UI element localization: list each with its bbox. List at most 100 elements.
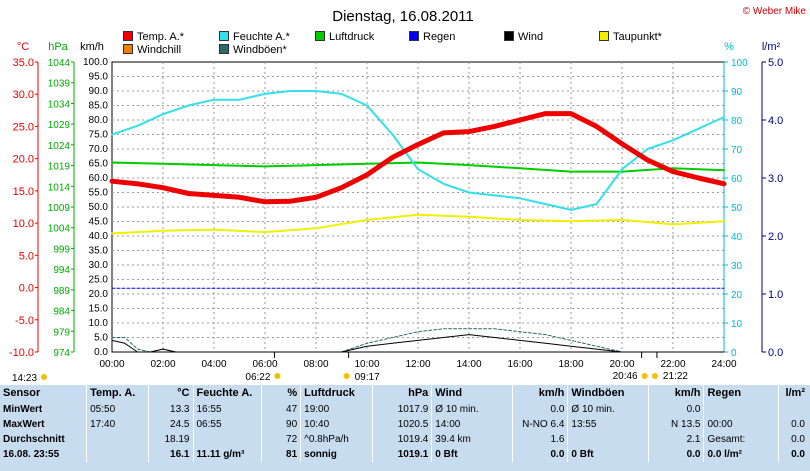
pressure-tick-label: 989	[53, 286, 70, 297]
wind-tick-label: 90.0	[89, 86, 109, 97]
stats-cell: N-NO 6.4	[511, 417, 568, 432]
wind-tick-label: 70.0	[89, 144, 109, 155]
stats-cell: 0.0	[647, 402, 704, 417]
stats-row-label: 16.08. 23:55	[3, 449, 60, 460]
legend-swatch-rain	[409, 31, 419, 41]
weather-chart: Dienstag, 16.08.2011 © Weber Mike °C hPa…	[9, 6, 807, 384]
stats-cell: 1.6	[511, 432, 568, 447]
wind-tick-label: 30.0	[89, 260, 109, 271]
stats-cell: Ø 10 min.	[567, 402, 649, 417]
stats-cell: 19:00	[300, 402, 373, 417]
wind-tick-label: 25.0	[89, 275, 109, 286]
humidity-tick-label: 10	[731, 319, 743, 330]
stats-row-label: Sensor	[3, 387, 41, 399]
annotation-marker	[274, 373, 281, 379]
wind-axis-unit: km/h	[80, 41, 104, 53]
wind-tick-label: 55.0	[89, 188, 109, 199]
x-tick-label: 16:00	[507, 359, 532, 370]
x-tick-label: 24:00	[711, 359, 736, 370]
legend-rain: Regen	[409, 31, 455, 43]
stats-row-label: Durchschnitt	[3, 434, 65, 445]
annotation-marker	[651, 373, 658, 379]
legend-pressure: Luftdruck	[315, 31, 374, 43]
x-tick-label: 10:00	[354, 359, 379, 370]
stats-cell: 2.1	[647, 432, 704, 447]
temp-tick-label: 10.0	[13, 218, 34, 230]
pressure-tick-label: 1024	[48, 141, 71, 152]
x-tick-label: 02:00	[150, 359, 175, 370]
x-tick-label: 00:00	[99, 359, 124, 370]
stats-cell: %	[260, 385, 301, 402]
humidity-tick-label: 60	[731, 174, 743, 185]
stats-cell: 14:00	[431, 417, 513, 432]
pressure-tick-label: 1019	[48, 162, 71, 173]
wind-tick-label: 65.0	[89, 159, 109, 170]
series-line-dewpoint	[111, 213, 725, 235]
stats-cell: 0.0	[777, 447, 808, 462]
stats-cell: 90	[260, 417, 301, 432]
stats-cell: 81	[260, 447, 301, 462]
stats-cell: 17:40	[86, 417, 149, 432]
stats-cell: °C	[147, 385, 193, 402]
stats-cell: 0.0 l/m²	[703, 447, 779, 462]
temp-tick-label: -10.0	[9, 347, 34, 359]
series-line-pressure	[111, 161, 725, 173]
stats-cell	[86, 432, 149, 447]
stats-cell: 16:55	[192, 402, 262, 417]
humidity-tick-label: 50	[731, 203, 743, 214]
legend-swatch-dewpoint	[599, 31, 609, 41]
temp-tick-label: 5.0	[19, 250, 34, 262]
legend-wind: Wind	[504, 31, 543, 43]
legend-dewpoint: Taupunkt*	[599, 31, 662, 43]
chart-title: Dienstag, 16.08.2011	[332, 8, 474, 25]
stats-cell: l/m²	[777, 385, 808, 402]
legend-swatch-windchill	[123, 44, 133, 54]
stats-cell: 05:50	[86, 402, 149, 417]
stats-cell: Wind	[431, 385, 513, 402]
annotation-label: 20:46	[613, 371, 638, 382]
wind-tick-label: 10.0	[89, 318, 109, 329]
pressure-tick-label: 1034	[48, 99, 71, 110]
stats-cell: 06:55	[192, 417, 262, 432]
temp-tick-label: 15.0	[13, 186, 34, 198]
legend-swatch-pressure	[315, 31, 325, 41]
humidity-tick-label: 30	[731, 261, 743, 272]
stats-cell: 13:55	[567, 417, 649, 432]
temp-tick-label: 25.0	[13, 121, 34, 133]
pressure-axis-unit: hPa	[48, 41, 68, 53]
stats-cell: 11.11 g/m³	[192, 447, 262, 462]
x-tick-label: 22:00	[660, 359, 685, 370]
wind-tick-label: 100.0	[83, 57, 108, 68]
legend-swatch-gust	[219, 44, 229, 54]
rain-tick-label: 2.0	[768, 231, 783, 243]
series-line-humidity	[111, 90, 725, 211]
stats-cell: 1017.9	[371, 402, 432, 417]
rain-tick-label: 1.0	[768, 289, 783, 301]
humidity-tick-label: 90	[731, 87, 743, 98]
temp-tick-label: 30.0	[13, 89, 34, 101]
stats-table: Sensor Temp. A. °C Feuchte A.% Luftdruck hPa W…	[0, 385, 808, 462]
rain-tick-label: 4.0	[768, 115, 783, 127]
x-tick-label: 04:00	[201, 359, 226, 370]
stats-cell: 0.0	[777, 432, 808, 447]
x-tick-label: 06:00	[252, 359, 277, 370]
wind-tick-label: 20.0	[89, 289, 109, 300]
stats-cell	[86, 447, 149, 462]
stats-cell: 1020.5	[371, 417, 432, 432]
stats-row: MaxWert 17:40 24.5 06:55 90 10:40 1020.5 14:00 N…	[0, 417, 808, 432]
wind-tick-label: 50.0	[89, 202, 109, 213]
pressure-tick-label: 999	[53, 244, 70, 255]
stats-cell: 0 Bft	[567, 447, 649, 462]
wind-tick-label: 35.0	[89, 246, 109, 257]
stats-row-label: MinWert	[3, 404, 43, 415]
stats-panel: Sensor Temp. A. °C Feuchte A.% Luftdruck hPa W…	[0, 385, 810, 471]
rain-tick-label: 0.0	[768, 347, 783, 359]
annotation-marker	[343, 373, 350, 379]
legend-gust: Windböen*	[219, 44, 287, 56]
x-tick-label: 14:00	[456, 359, 481, 370]
pressure-tick-label: 1029	[48, 120, 71, 131]
x-tick-label: 08:00	[303, 359, 328, 370]
stats-cell: Gesamt:	[703, 432, 779, 447]
wind-tick-label: 45.0	[89, 217, 109, 228]
legend-temp: Temp. A.*	[123, 31, 184, 43]
